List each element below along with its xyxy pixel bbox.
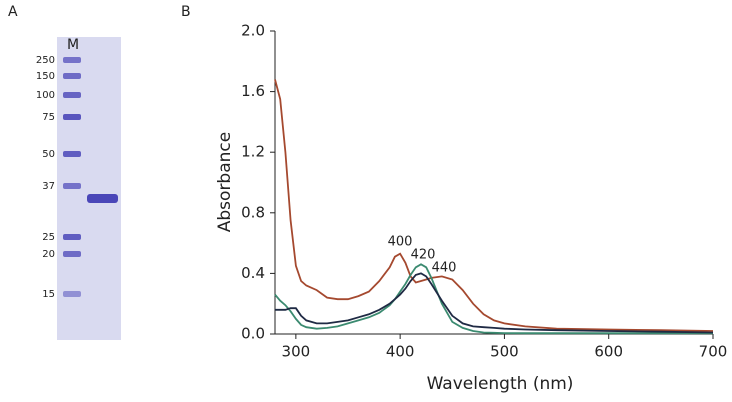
y-tick-label: 2.0	[241, 22, 265, 40]
peak-label: 420	[411, 248, 436, 263]
marker-label: 100	[36, 90, 55, 101]
x-tick-label: 400	[386, 343, 415, 361]
marker-label: 37	[42, 181, 55, 192]
peak-label: 400	[388, 235, 413, 250]
y-axis-label: Absorbance	[215, 132, 235, 232]
spectrum-line	[275, 272, 714, 334]
marker-band	[63, 251, 81, 257]
spectrum-line	[274, 79, 714, 332]
panel-label: A	[8, 4, 18, 20]
y-tick-label: 0.8	[241, 203, 265, 221]
marker-band	[63, 291, 81, 297]
spectrum-line	[274, 263, 713, 335]
gel: M 250 150 100 75 50 37 25 20 15	[36, 37, 121, 340]
y-tick-label: 1.2	[241, 143, 265, 161]
marker-band	[63, 73, 81, 79]
lane-label: M	[67, 37, 79, 53]
marker-label: 50	[42, 149, 55, 160]
marker-label: 75	[42, 112, 55, 123]
sample-band	[87, 194, 118, 203]
marker-band	[63, 234, 81, 240]
y-tick-label: 0.4	[241, 264, 265, 282]
marker-label: 150	[36, 71, 55, 82]
marker-band	[63, 92, 81, 98]
marker-band	[63, 114, 81, 120]
y-tick-label: 1.6	[241, 82, 265, 100]
x-axis-label: Wavelength (nm)	[427, 374, 574, 394]
panel-label: B	[181, 4, 191, 20]
x-tick-label: 600	[594, 343, 623, 361]
marker-label: 25	[42, 232, 55, 243]
marker-band	[63, 57, 81, 63]
marker-band	[63, 183, 81, 189]
x-tick-label: 500	[490, 343, 519, 361]
marker-label: 20	[42, 249, 55, 260]
x-tick-label: 300	[282, 343, 311, 361]
y-tick-label: 0.0	[241, 325, 265, 343]
x-tick-label: 700	[699, 343, 728, 361]
marker-label: 250	[36, 55, 55, 66]
marker-label: 15	[42, 289, 55, 300]
marker-band	[63, 151, 81, 157]
peak-label: 440	[432, 261, 457, 276]
